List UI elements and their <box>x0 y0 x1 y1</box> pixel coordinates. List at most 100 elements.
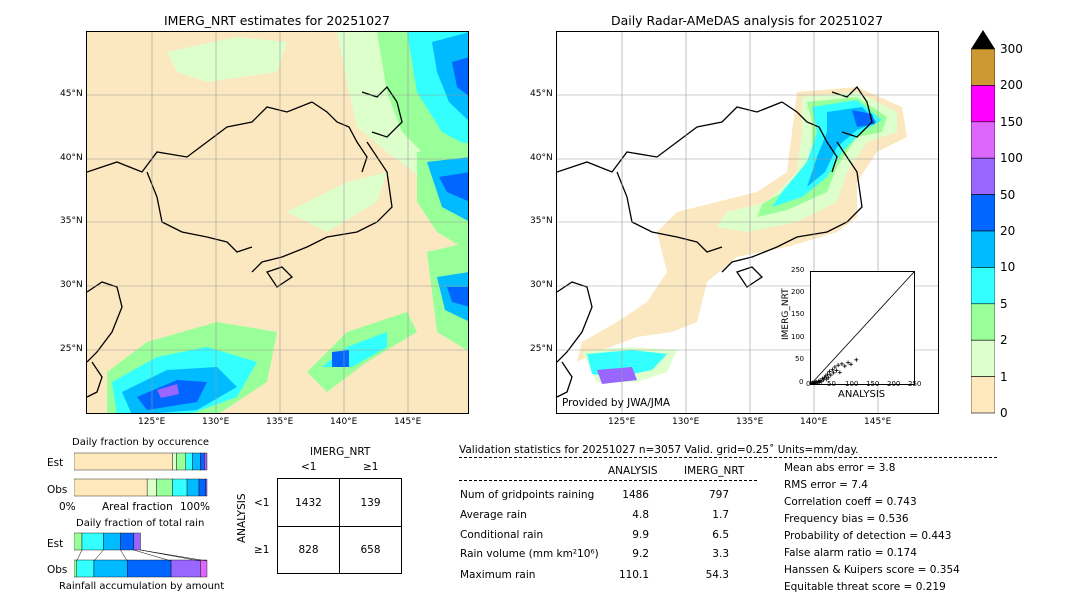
scatter-point <box>837 370 842 375</box>
stacked-bar-segment <box>172 478 188 497</box>
right-map: Provided by JWA/JMA <box>556 31 939 414</box>
left-graticule <box>87 32 468 413</box>
stacked-bar-segment <box>74 478 148 497</box>
left-lat-label: 40°N <box>60 153 83 163</box>
scatter-xtick: 0 <box>806 380 811 388</box>
colorbar-box <box>970 303 996 341</box>
scatter-point <box>830 367 835 372</box>
validation-col-analysis: ANALYSIS <box>608 465 658 477</box>
scatter-point <box>832 364 837 369</box>
total-rain-title: Daily fraction of total rain <box>76 518 205 529</box>
colorbar-label: 150 <box>1000 114 1023 129</box>
stat-imerg-value: 54.3 <box>705 569 729 581</box>
stat-label: Conditional rain <box>460 529 544 541</box>
scatter-point <box>827 369 832 374</box>
stacked-bar-connector <box>140 549 208 562</box>
colorbar-label: 300 <box>1000 42 1023 56</box>
occurrence-xlabel: Areal fraction <box>102 501 173 513</box>
occurrence-bars <box>74 452 208 497</box>
scatter-ytick: 250 <box>791 266 805 274</box>
stacked-bar-segment <box>170 559 201 578</box>
right-lat-label: 40°N <box>530 153 553 163</box>
right-lat-label: 35°N <box>530 216 553 226</box>
contingency-cell: 658 <box>360 544 381 556</box>
stacked-bar-segment <box>204 452 208 471</box>
right-lon-label: 145°E <box>864 417 892 427</box>
right-map-canvas <box>557 32 938 413</box>
validation-subdivider <box>459 480 757 481</box>
occurrence-row-label: Est <box>47 457 64 469</box>
stacked-bar-segment <box>186 478 200 497</box>
scatter-ytick: 100 <box>791 333 805 341</box>
contingency-col-label: <1 <box>301 461 317 473</box>
validation-col-imerg: IMERG_NRT <box>684 465 745 477</box>
contingency-row-title: ANALYSIS <box>236 493 248 543</box>
score-line: Hanssen & Kuipers score = 0.354 <box>784 564 960 576</box>
scatter-point <box>817 380 822 385</box>
contingency-col-label: ≥1 <box>363 461 379 473</box>
right-rain-field <box>577 87 907 384</box>
stacked-bar-segment <box>74 532 83 551</box>
colorbar-box <box>970 339 996 377</box>
stat-label: Average rain <box>460 509 527 521</box>
colorbar-extend-arrow <box>971 30 995 49</box>
right-lon-label: 135°E <box>736 417 764 427</box>
stacked-bar-segment <box>146 478 157 497</box>
stat-imerg-value: 3.3 <box>712 548 729 560</box>
colorbar-label: 50 <box>1000 187 1016 202</box>
stat-label: Maximum rain <box>460 569 536 581</box>
scatter-ytick: 200 <box>791 288 805 296</box>
scatter-point <box>848 362 853 367</box>
scatter-ytick: 50 <box>795 355 804 363</box>
stacked-bar-segment <box>120 532 135 551</box>
score-line: False alarm ratio = 0.174 <box>784 547 917 559</box>
colorbar-box <box>970 230 996 268</box>
stacked-bar-connector <box>120 549 128 562</box>
total-rain-row-label: Est <box>47 538 64 550</box>
stat-imerg-value: 1.7 <box>712 509 729 521</box>
colorbar-box <box>970 157 996 195</box>
contingency-row-label: ≥1 <box>254 544 270 556</box>
score-line: Probability of detection = 0.443 <box>784 530 952 542</box>
colorbar <box>970 30 996 414</box>
right-lon-label: 140°E <box>800 417 828 427</box>
stacked-bar-connector <box>76 549 83 562</box>
scatter-plot <box>809 271 915 386</box>
stacked-bar-segment <box>103 532 121 551</box>
stacked-bar-segment <box>185 452 193 471</box>
right-lat-label: 25°N <box>530 344 553 354</box>
right-lat-label: 45°N <box>530 89 553 99</box>
occurrence-xtick: 100% <box>180 501 211 513</box>
stacked-bar-segment <box>192 452 201 471</box>
colorbar-label: 5 <box>1000 296 1008 311</box>
scatter-point <box>826 375 831 380</box>
stat-analysis-value: 9.9 <box>632 529 649 541</box>
scatter-point <box>828 373 833 378</box>
colorbar-box <box>970 267 996 305</box>
scatter-xtick: 100 <box>845 380 859 388</box>
colorbar-label: 10 <box>1000 260 1016 275</box>
scatter-point <box>842 364 847 369</box>
validation-divider <box>459 457 997 458</box>
scatter-point <box>831 370 836 375</box>
left-lon-label: 125°E <box>138 417 166 427</box>
scatter-point <box>834 368 839 373</box>
colorbar-label: 200 <box>1000 78 1023 93</box>
left-lat-label: 45°N <box>60 89 83 99</box>
right-map-title: Daily Radar-AMeDAS analysis for 20251027 <box>610 13 884 28</box>
colorbar-label: 100 <box>1000 151 1023 166</box>
stacked-bar-segment <box>198 478 206 497</box>
scatter-point <box>846 360 851 365</box>
stacked-bar-connector <box>93 549 104 562</box>
score-line: Frequency bias = 0.536 <box>784 513 909 525</box>
validation-header: Validation statistics for 20251027 n=305… <box>459 444 859 456</box>
scatter-xtick: 250 <box>908 380 922 388</box>
left-lat-label: 30°N <box>60 280 83 290</box>
total-rain-bars <box>74 532 208 578</box>
right-lat-label: 30°N <box>530 280 553 290</box>
stacked-bar-segment <box>172 452 177 471</box>
stacked-bar-segment <box>76 559 95 578</box>
score-line: Correlation coeff = 0.743 <box>784 496 917 508</box>
left-lon-label: 145°E <box>394 417 422 427</box>
stacked-bar-segment <box>176 452 186 471</box>
